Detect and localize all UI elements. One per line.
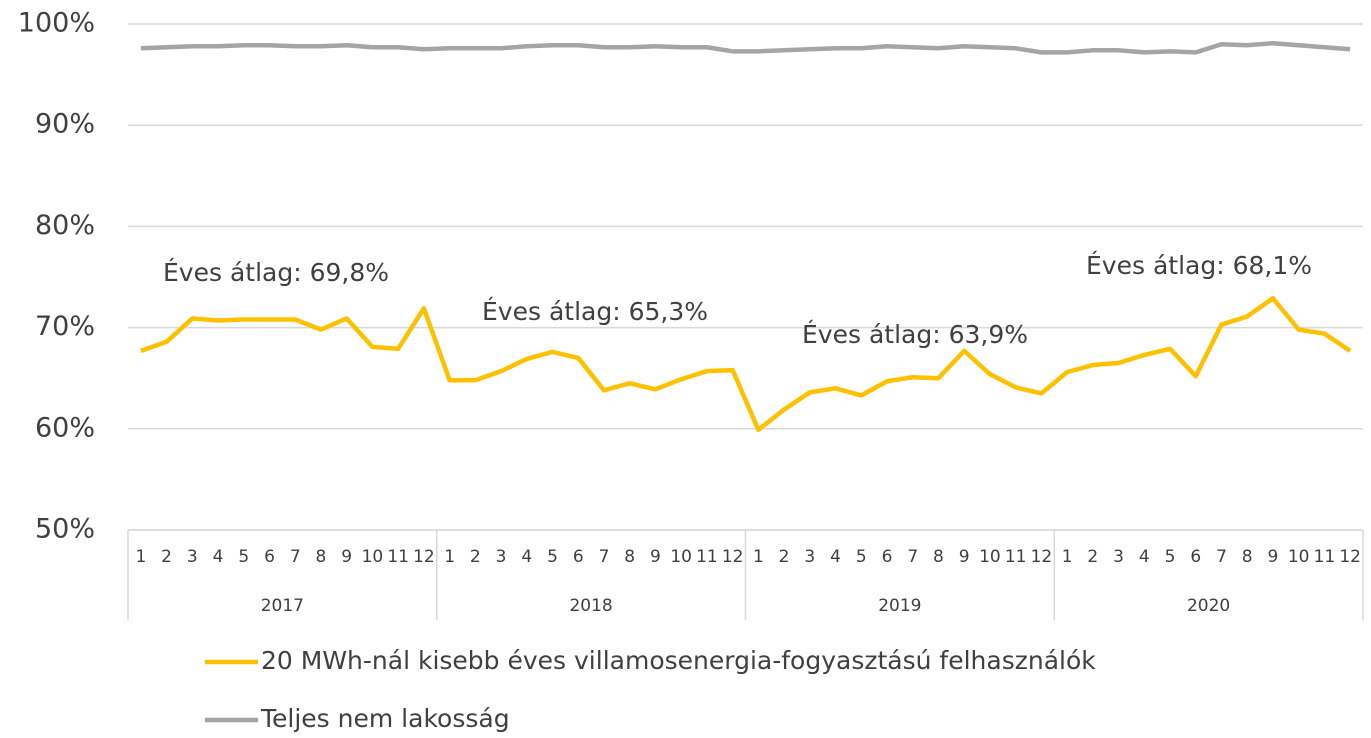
annotation: Éves átlag: 65,3% — [482, 297, 708, 326]
annotation: Éves átlag: 63,9% — [802, 320, 1028, 349]
x-tick-label: 8 — [624, 547, 635, 567]
y-tick-label: 70% — [35, 311, 95, 342]
x-tick-label: 4 — [213, 547, 224, 567]
x-tick-label: 5 — [547, 547, 558, 567]
x-tick-label: 9 — [650, 547, 661, 567]
x-tick-label: 2 — [470, 547, 481, 567]
series-line — [140, 296, 1352, 433]
x-tick-label: 1 — [753, 547, 764, 567]
x-tick-label: 9 — [1268, 547, 1279, 567]
x-tick-label: 12 — [1339, 547, 1361, 567]
year-label: 2019 — [878, 596, 921, 616]
y-tick-label: 80% — [35, 210, 95, 241]
legend-label: Teljes nem lakosság — [260, 704, 510, 733]
x-tick-label: 8 — [933, 547, 944, 567]
x-tick-label: 9 — [959, 547, 970, 567]
x-tick-label: 11 — [696, 547, 718, 567]
x-tick-label: 7 — [1216, 547, 1227, 567]
x-tick-label: 6 — [1190, 547, 1201, 567]
x-tick-label: 7 — [907, 547, 918, 567]
x-tick-label: 10 — [362, 547, 384, 567]
x-tick-label: 3 — [1113, 547, 1124, 567]
x-tick-label: 7 — [599, 547, 610, 567]
x-tick-label: 3 — [496, 547, 507, 567]
x-tick-label: 2 — [1087, 547, 1098, 567]
x-tick-label: 12 — [413, 547, 435, 567]
x-tick-label: 6 — [264, 547, 275, 567]
x-tick-label: 1 — [135, 547, 146, 567]
annotation: Éves átlag: 68,1% — [1086, 251, 1312, 280]
x-tick-label: 4 — [521, 547, 532, 567]
x-tick-label: 3 — [187, 547, 198, 567]
x-tick-label: 2 — [779, 547, 790, 567]
x-tick-label: 5 — [1165, 547, 1176, 567]
x-tick-label: 8 — [316, 547, 327, 567]
annotation: Éves átlag: 69,8% — [163, 258, 389, 287]
x-tick-label: 1 — [1062, 547, 1073, 567]
x-tick-label: 11 — [1005, 547, 1027, 567]
x-tick-label: 3 — [804, 547, 815, 567]
year-label: 2020 — [1187, 596, 1230, 616]
x-tick-label: 5 — [856, 547, 867, 567]
x-tick-label: 2 — [161, 547, 172, 567]
x-tick-label: 6 — [882, 547, 893, 567]
x-tick-label: 7 — [290, 547, 301, 567]
x-tick-label: 11 — [387, 547, 409, 567]
x-tick-label: 9 — [341, 547, 352, 567]
x-tick-label: 6 — [573, 547, 584, 567]
x-tick-label: 10 — [670, 547, 692, 567]
x-tick-label: 12 — [722, 547, 744, 567]
x-tick-label: 10 — [1288, 547, 1310, 567]
x-tick-label: 10 — [979, 547, 1001, 567]
x-tick-label: 1 — [444, 547, 455, 567]
y-tick-label: 90% — [35, 109, 95, 140]
y-tick-label: 60% — [35, 412, 95, 443]
x-tick-label: 4 — [830, 547, 841, 567]
x-tick-label: 5 — [238, 547, 249, 567]
legend-label: 20 MWh-nál kisebb éves villamosenergia-f… — [261, 646, 1096, 675]
x-tick-label: 11 — [1314, 547, 1336, 567]
x-tick-label: 12 — [1031, 547, 1053, 567]
y-tick-label: 50% — [35, 514, 95, 545]
x-tick-label: 4 — [1139, 547, 1150, 567]
series-line — [140, 40, 1351, 55]
x-tick-label: 8 — [1242, 547, 1253, 567]
year-label: 2017 — [261, 596, 304, 616]
year-label: 2018 — [569, 596, 612, 616]
y-tick-label: 100% — [18, 8, 95, 39]
